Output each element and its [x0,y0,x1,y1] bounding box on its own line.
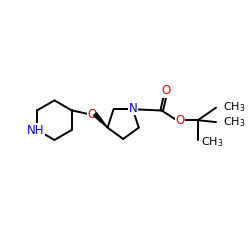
Text: N: N [128,102,137,114]
Text: NH: NH [27,124,44,136]
Text: O: O [161,84,170,97]
Polygon shape [93,113,108,128]
Text: O: O [175,114,184,127]
Text: O: O [87,108,97,121]
Text: CH$_3$: CH$_3$ [223,115,245,128]
Text: CH$_3$: CH$_3$ [201,136,224,149]
Text: CH$_3$: CH$_3$ [223,100,245,114]
